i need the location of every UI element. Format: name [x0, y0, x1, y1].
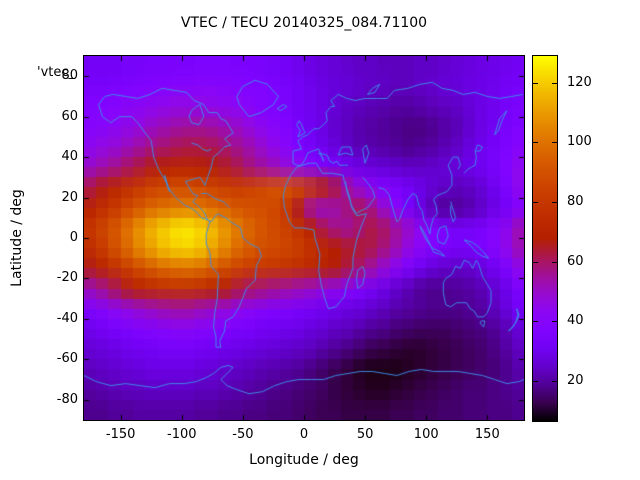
- colorbar-tick-mark: [533, 381, 538, 382]
- colorbar-tick-mark: [552, 202, 557, 203]
- y-tick-label: 0: [69, 230, 78, 245]
- y-tick-label: -60: [56, 351, 78, 367]
- colorbar-tick-label: 20: [567, 372, 584, 388]
- colorbar-tick-mark: [533, 83, 538, 84]
- colorbar-tick-mark: [552, 321, 557, 322]
- x-tick-label: 50: [356, 427, 374, 442]
- colorbar-tick-mark: [552, 83, 557, 84]
- y-tick-label: 60: [61, 108, 78, 124]
- colorbar-tick-mark: [533, 262, 538, 263]
- colorbar-tick-mark: [533, 321, 538, 322]
- colorbar-gradient: [533, 56, 557, 421]
- colorbar-tick-mark: [552, 262, 557, 263]
- colorbar-tick-mark: [533, 202, 538, 203]
- x-tick-label: -100: [167, 427, 197, 442]
- x-tick-label: 0: [299, 427, 309, 442]
- y-tick-label: -80: [56, 391, 78, 407]
- colorbar-tick-label: 60: [567, 253, 584, 269]
- plot-title: VTEC / TECU 20140325_084.71100: [180, 15, 428, 31]
- colorbar-tick-label: 100: [567, 134, 592, 150]
- y-tick-label: 40: [61, 149, 78, 165]
- colorbar-tick-mark: [552, 381, 557, 382]
- colorbar-tick-label: 40: [567, 313, 584, 329]
- x-tick-label: 100: [413, 427, 439, 442]
- colorbar-tick-label: 80: [567, 194, 584, 209]
- colorbar-tick-mark: [533, 142, 538, 143]
- y-tick-label: 80: [61, 68, 78, 84]
- colorbar-tick-mark: [552, 142, 557, 143]
- y-tick-label: -20: [56, 270, 78, 286]
- plot-area-frame: [83, 55, 525, 421]
- y-axis-label: Latitude / deg: [9, 189, 25, 287]
- y-tick-label: -40: [56, 310, 78, 326]
- y-tick-label: 20: [61, 189, 78, 205]
- x-tick-label: -50: [232, 427, 254, 442]
- x-tick-label: 150: [474, 427, 500, 442]
- x-tick-label: -150: [105, 427, 136, 442]
- x-axis-label: Longitude / deg: [249, 452, 359, 468]
- colorbar: [532, 55, 558, 422]
- dataset-key-label: 'vtec_: [37, 65, 76, 80]
- colorbar-tick-label: 120: [567, 74, 592, 90]
- heatmap-canvas: [84, 56, 524, 420]
